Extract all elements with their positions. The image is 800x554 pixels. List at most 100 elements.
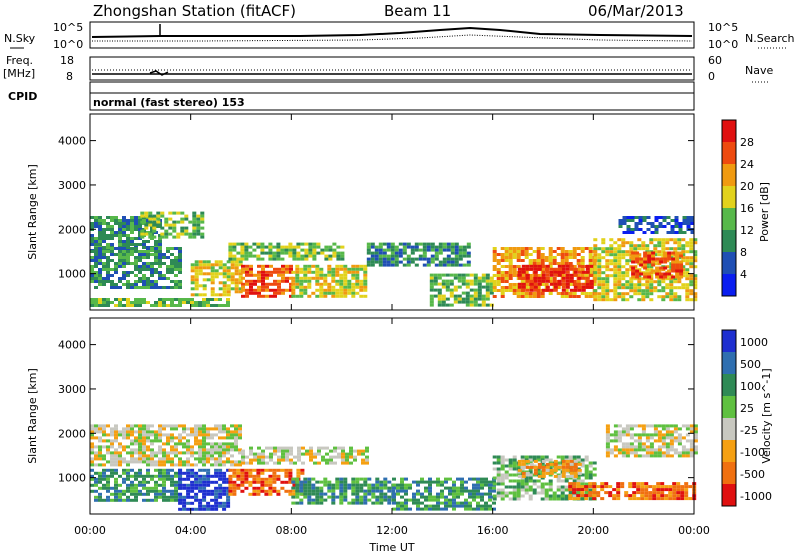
heatmap-cell: [652, 491, 657, 495]
heatmap-cell: [202, 495, 207, 499]
heatmap-cell: [653, 262, 658, 266]
heatmap-cell: [134, 259, 138, 262]
heatmap-cell: [94, 259, 98, 262]
heatmap-cell: [222, 424, 226, 428]
heatmap-cell: [184, 217, 189, 221]
heatmap-cell: [102, 268, 106, 271]
heatmap-cell: [309, 446, 313, 450]
heatmap-cell: [343, 294, 348, 298]
heatmap-cell: [379, 489, 384, 493]
heatmap-cell: [432, 498, 436, 502]
heatmap-cell: [525, 465, 530, 469]
heatmap-cell: [624, 494, 629, 498]
heatmap-cell: [118, 250, 122, 253]
heatmap-cell: [517, 474, 522, 478]
heatmap-cell: [629, 448, 634, 452]
heatmap-cell: [164, 223, 169, 227]
heatmap-cell: [689, 448, 694, 452]
heatmap-cell: [560, 259, 565, 262]
heatmap-cell: [284, 480, 289, 484]
heatmap-cell: [597, 295, 602, 299]
heatmap-cell: [206, 278, 211, 282]
heatmap-cell: [194, 301, 198, 304]
heatmap-cell: [238, 448, 242, 452]
heatmap-cell: [210, 281, 215, 285]
heatmap-cell: [260, 251, 265, 255]
colorbar-tick-label: 28: [740, 136, 754, 149]
heatmap-cell: [569, 273, 574, 277]
heatmap-cell: [277, 282, 281, 286]
heatmap-cell: [540, 491, 545, 495]
heatmap-cell: [637, 283, 642, 287]
heatmap-cell: [552, 491, 557, 495]
heatmap-cell: [130, 222, 134, 225]
heatmap-cell: [335, 270, 340, 274]
heatmap-cell: [552, 494, 557, 498]
heatmap-cell: [564, 250, 569, 253]
heatmap-cell: [660, 491, 665, 495]
heatmap-cell: [218, 448, 222, 452]
heatmap-cell: [339, 294, 344, 298]
heatmap-cell: [428, 492, 432, 496]
heatmap-cell: [617, 256, 622, 260]
heatmap-cell: [170, 301, 174, 304]
heatmap-cell: [122, 253, 126, 256]
heatmap-cell: [665, 445, 670, 449]
heatmap-cell: [166, 250, 170, 253]
heatmap-cell: [617, 247, 622, 251]
heatmap-cell: [663, 260, 668, 264]
heatmap-cell: [537, 474, 542, 478]
heatmap-cell: [238, 460, 242, 464]
heatmap-cell: [332, 242, 337, 246]
heatmap-cell: [144, 223, 149, 227]
heatmap-cell: [541, 471, 546, 475]
heatmap-cell: [500, 461, 505, 465]
heatmap-cell: [248, 251, 253, 255]
heatmap-cell: [597, 253, 602, 257]
colorbar-swatch: [722, 440, 736, 463]
heatmap-cell: [186, 298, 190, 301]
heatmap-cell: [584, 473, 589, 477]
heatmap-cell: [533, 459, 538, 463]
heatmap-cell: [210, 442, 214, 446]
heatmap-cell: [150, 433, 154, 437]
heatmap-cell: [206, 477, 211, 481]
heatmap-cell: [390, 257, 395, 261]
heatmap-cell: [387, 480, 392, 484]
heatmap-cell: [228, 489, 233, 493]
heatmap-cell: [609, 253, 614, 257]
heatmap-cell: [657, 289, 662, 293]
heatmap-cell: [456, 489, 460, 493]
heatmap-cell: [621, 298, 626, 302]
heatmap-cell: [492, 268, 497, 271]
heatmap-cell: [134, 280, 138, 283]
heatmap-cell: [468, 504, 472, 508]
heatmap-cell: [560, 488, 565, 492]
heatmap-cell: [597, 271, 602, 275]
heatmap-cell: [520, 247, 525, 250]
heatmap-cell: [461, 297, 466, 301]
heatmap-cell: [325, 452, 329, 456]
heatmap-cell: [202, 436, 206, 440]
heatmap-cell: [637, 268, 642, 272]
heatmap-cell: [689, 250, 694, 254]
heatmap-cell: [626, 216, 631, 219]
heatmap-cell: [569, 459, 574, 463]
heatmap-cell: [343, 264, 348, 268]
heatmap-cell: [633, 247, 638, 251]
heatmap-cell: [126, 483, 130, 487]
heatmap-cell: [90, 256, 94, 259]
heatmap-cell: [102, 253, 106, 256]
heatmap-cell: [653, 289, 658, 293]
heatmap-cell: [576, 253, 581, 256]
heatmap-cell: [162, 477, 166, 481]
heatmap-cell: [122, 448, 126, 452]
heatmap-cell: [485, 276, 490, 280]
heatmap-cell: [174, 480, 178, 484]
heatmap-cell: [240, 254, 245, 258]
heatmap-cell: [210, 507, 215, 511]
heatmap-cell: [146, 222, 150, 225]
heatmap-cell: [228, 480, 233, 484]
heatmap-cell: [649, 424, 654, 428]
heatmap-cell: [166, 442, 170, 446]
